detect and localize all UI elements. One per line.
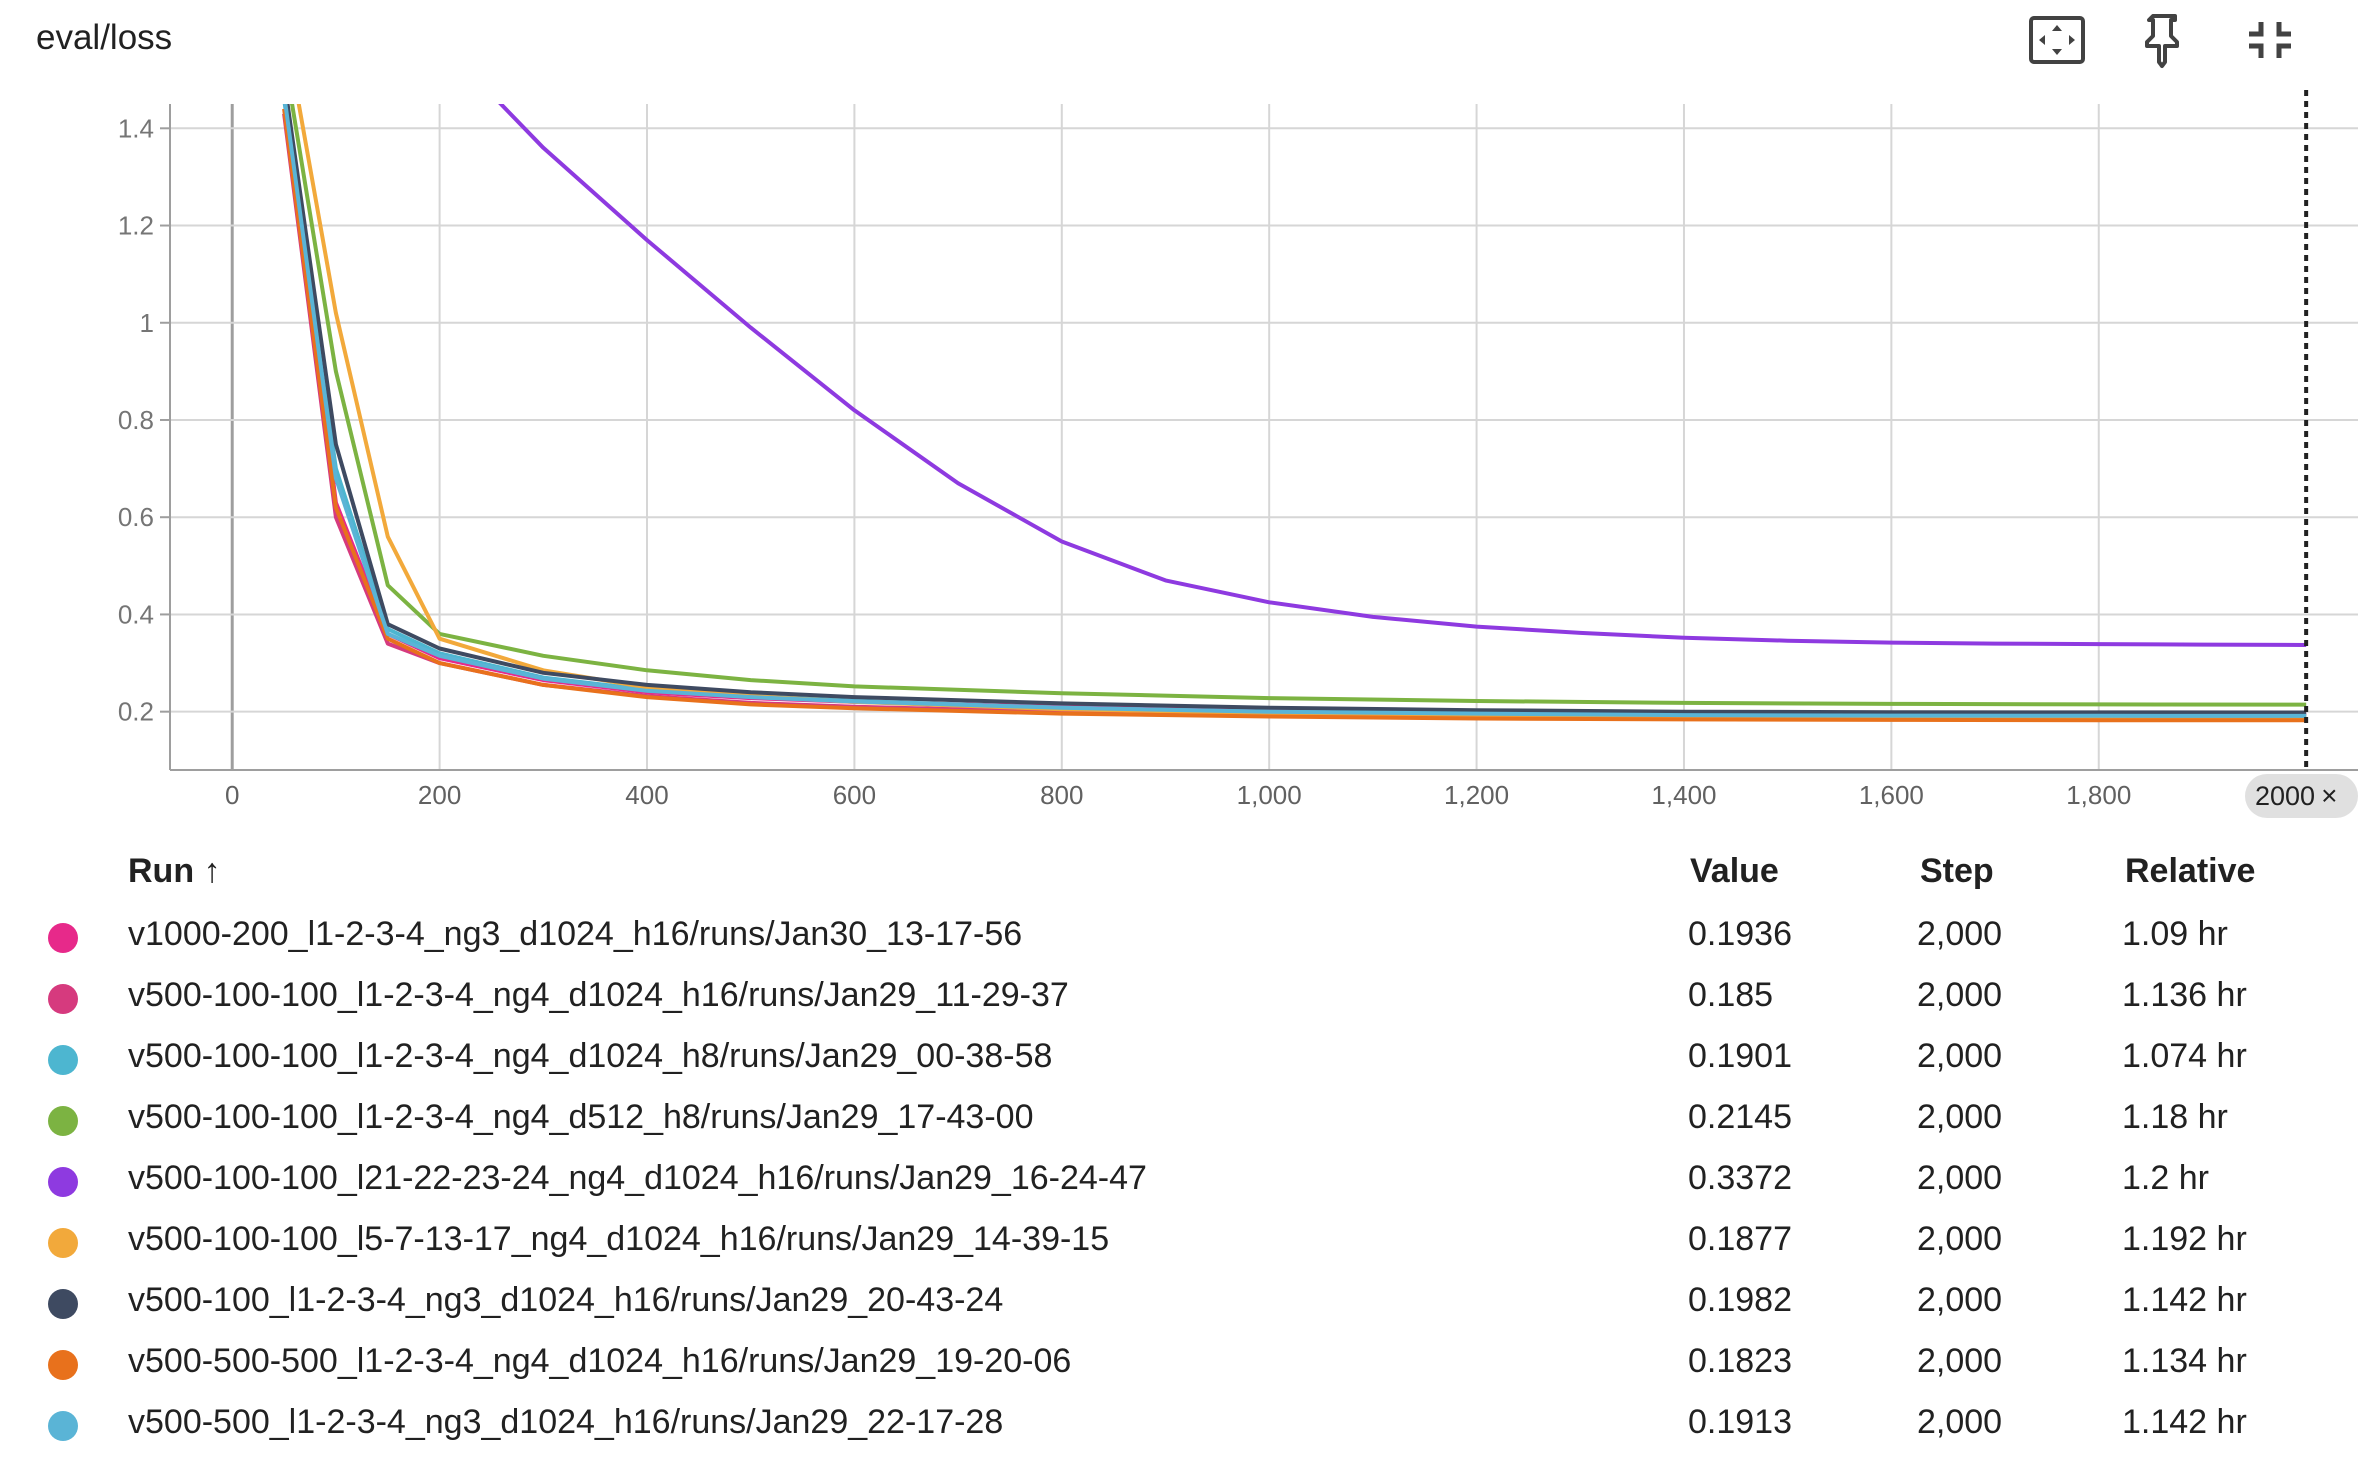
x-tick-label: 800 bbox=[1040, 780, 1083, 810]
run-step: 2,000 bbox=[1917, 976, 2003, 1014]
series-color-dot bbox=[48, 1045, 78, 1075]
run-step: 2,000 bbox=[1917, 1281, 2003, 1319]
run-relative: 1.192 hr bbox=[2122, 1220, 2247, 1258]
header-run[interactable]: Run ↑ bbox=[128, 852, 221, 890]
series-color-dot bbox=[48, 1289, 78, 1319]
series-color-dot bbox=[48, 1228, 78, 1258]
run-name: v500-100-100_l1-2-3-4_ng4_d1024_h16/runs… bbox=[128, 976, 1069, 1014]
x-tick-label: 1,600 bbox=[1859, 780, 1924, 810]
series-lines bbox=[282, 104, 2307, 723]
series-color-dot bbox=[48, 1411, 78, 1441]
run-value: 0.1823 bbox=[1688, 1342, 1792, 1380]
run-name: v500-500-500_l1-2-3-4_ng4_d1024_h16/runs… bbox=[128, 1342, 1072, 1380]
series-color-dot bbox=[48, 923, 78, 953]
series-color-dot bbox=[48, 1350, 78, 1380]
x-tick-label: 600 bbox=[833, 780, 876, 810]
run-relative: 1.134 hr bbox=[2122, 1342, 2247, 1380]
legend-row[interactable]: v1000-200_l1-2-3-4_ng3_d1024_h16/runs/Ja… bbox=[0, 907, 2358, 967]
series-line-9 bbox=[283, 104, 2307, 718]
chart-title: eval/loss bbox=[36, 18, 173, 57]
close-icon[interactable]: × bbox=[2321, 780, 2338, 811]
run-value: 0.1877 bbox=[1688, 1220, 1792, 1258]
pin-button[interactable] bbox=[2129, 10, 2199, 70]
axes: 0 200 400 600 800 1,000 1,200 1,400 1,600 1,800 0.… bbox=[118, 104, 2358, 810]
run-relative: 1.2 hr bbox=[2122, 1159, 2209, 1197]
y-tick-label: 0.6 bbox=[118, 502, 154, 532]
series-line-6 bbox=[296, 104, 2307, 720]
legend-row[interactable]: v500-100-100_l21-22-23-24_ng4_d1024_h16/… bbox=[0, 1151, 2358, 1211]
fit-to-screen-icon bbox=[2029, 16, 2085, 64]
header-relative[interactable]: Relative bbox=[2125, 852, 2256, 890]
run-value: 0.2145 bbox=[1688, 1098, 1792, 1136]
legend-row[interactable]: v500-500-500_l1-2-3-4_ng4_d1024_h16/runs… bbox=[0, 1334, 2358, 1394]
x-tick-label: 0 bbox=[225, 780, 239, 810]
legend-row[interactable]: v500-100-100_l5-7-13-17_ng4_d1024_h16/ru… bbox=[0, 1212, 2358, 1272]
run-name: v500-100-100_l1-2-3-4_ng4_d1024_h8/runs/… bbox=[128, 1037, 1053, 1075]
run-name: v1000-200_l1-2-3-4_ng3_d1024_h16/runs/Ja… bbox=[128, 915, 1023, 953]
y-tick-label: 1 bbox=[140, 308, 154, 338]
x-tick-label: 1,200 bbox=[1444, 780, 1509, 810]
run-relative: 1.142 hr bbox=[2122, 1281, 2247, 1319]
y-tick-label: 0.4 bbox=[118, 599, 154, 629]
x-tick-label: 200 bbox=[418, 780, 461, 810]
run-step: 2,000 bbox=[1917, 1037, 2003, 1075]
y-tick-label: 1.2 bbox=[118, 211, 154, 241]
hover-step-label: 2000 bbox=[2255, 781, 2316, 811]
y-tick-label: 1.4 bbox=[118, 113, 154, 143]
pin-icon bbox=[2145, 14, 2179, 68]
series-color-dot bbox=[48, 1106, 78, 1136]
x-tick-label: 1,000 bbox=[1237, 780, 1302, 810]
run-step: 2,000 bbox=[1917, 1220, 2003, 1258]
y-tick-label: 0.2 bbox=[118, 697, 154, 727]
series-line-4 bbox=[290, 104, 2307, 707]
series-line-7 bbox=[285, 104, 2307, 715]
run-value: 0.185 bbox=[1688, 976, 1774, 1014]
legend-row[interactable]: v500-100-100_l1-2-3-4_ng4_d1024_h16/runs… bbox=[0, 968, 2358, 1028]
run-value: 0.3372 bbox=[1688, 1159, 1792, 1197]
series-line-2 bbox=[282, 113, 2307, 721]
series-line-5 bbox=[498, 104, 2307, 647]
series-line-8 bbox=[282, 108, 2307, 723]
series-line-3 bbox=[282, 104, 2307, 719]
run-step: 2,000 bbox=[1917, 1159, 2003, 1197]
run-name: v500-100-100_l1-2-3-4_ng4_d512_h8/runs/J… bbox=[128, 1098, 1034, 1136]
header-step[interactable]: Step bbox=[1920, 852, 1994, 890]
run-step: 2,000 bbox=[1917, 1098, 2003, 1136]
collapse-button[interactable] bbox=[2235, 10, 2305, 70]
run-step: 2,000 bbox=[1917, 915, 2003, 953]
series-color-dot bbox=[48, 1167, 78, 1197]
run-step: 2,000 bbox=[1917, 1403, 2003, 1441]
series-color-dot bbox=[48, 984, 78, 1014]
header-value[interactable]: Value bbox=[1690, 852, 1779, 890]
run-name: v500-100_l1-2-3-4_ng3_d1024_h16/runs/Jan… bbox=[128, 1281, 1004, 1319]
x-tick-label: 1,800 bbox=[2066, 780, 2131, 810]
legend-row[interactable]: v500-500_l1-2-3-4_ng3_d1024_h16/runs/Jan… bbox=[0, 1395, 2358, 1455]
legend-row[interactable]: v500-100-100_l1-2-3-4_ng4_d1024_h8/runs/… bbox=[0, 1029, 2358, 1089]
run-relative: 1.074 hr bbox=[2122, 1037, 2247, 1075]
legend-row[interactable]: v500-100_l1-2-3-4_ng3_d1024_h16/runs/Jan… bbox=[0, 1273, 2358, 1333]
line-chart[interactable]: 0 200 400 600 800 1,000 1,200 1,400 1,600 1,800 0.… bbox=[0, 80, 2358, 810]
fit-to-screen-button[interactable] bbox=[2022, 10, 2092, 70]
run-step: 2,000 bbox=[1917, 1342, 2003, 1380]
run-relative: 1.09 hr bbox=[2122, 915, 2228, 953]
hover-step-chip[interactable]: 2000 × bbox=[2245, 774, 2358, 818]
run-value: 0.1901 bbox=[1688, 1037, 1792, 1075]
grid bbox=[170, 104, 2358, 770]
run-relative: 1.142 hr bbox=[2122, 1403, 2247, 1441]
run-relative: 1.136 hr bbox=[2122, 976, 2247, 1014]
run-value: 0.1913 bbox=[1688, 1403, 1792, 1441]
run-name: v500-100-100_l5-7-13-17_ng4_d1024_h16/ru… bbox=[128, 1220, 1110, 1258]
x-tick-label: 1,400 bbox=[1651, 780, 1716, 810]
run-name: v500-500_l1-2-3-4_ng3_d1024_h16/runs/Jan… bbox=[128, 1403, 1004, 1441]
run-value: 0.1982 bbox=[1688, 1281, 1792, 1319]
run-relative: 1.18 hr bbox=[2122, 1098, 2228, 1136]
x-tick-label: 400 bbox=[625, 780, 668, 810]
y-tick-label: 0.8 bbox=[118, 405, 154, 435]
run-value: 0.1936 bbox=[1688, 915, 1792, 953]
run-name: v500-100-100_l21-22-23-24_ng4_d1024_h16/… bbox=[128, 1159, 1147, 1197]
collapse-icon bbox=[2249, 22, 2291, 58]
legend-row[interactable]: v500-100-100_l1-2-3-4_ng4_d512_h8/runs/J… bbox=[0, 1090, 2358, 1150]
series-line-1 bbox=[283, 104, 2307, 717]
